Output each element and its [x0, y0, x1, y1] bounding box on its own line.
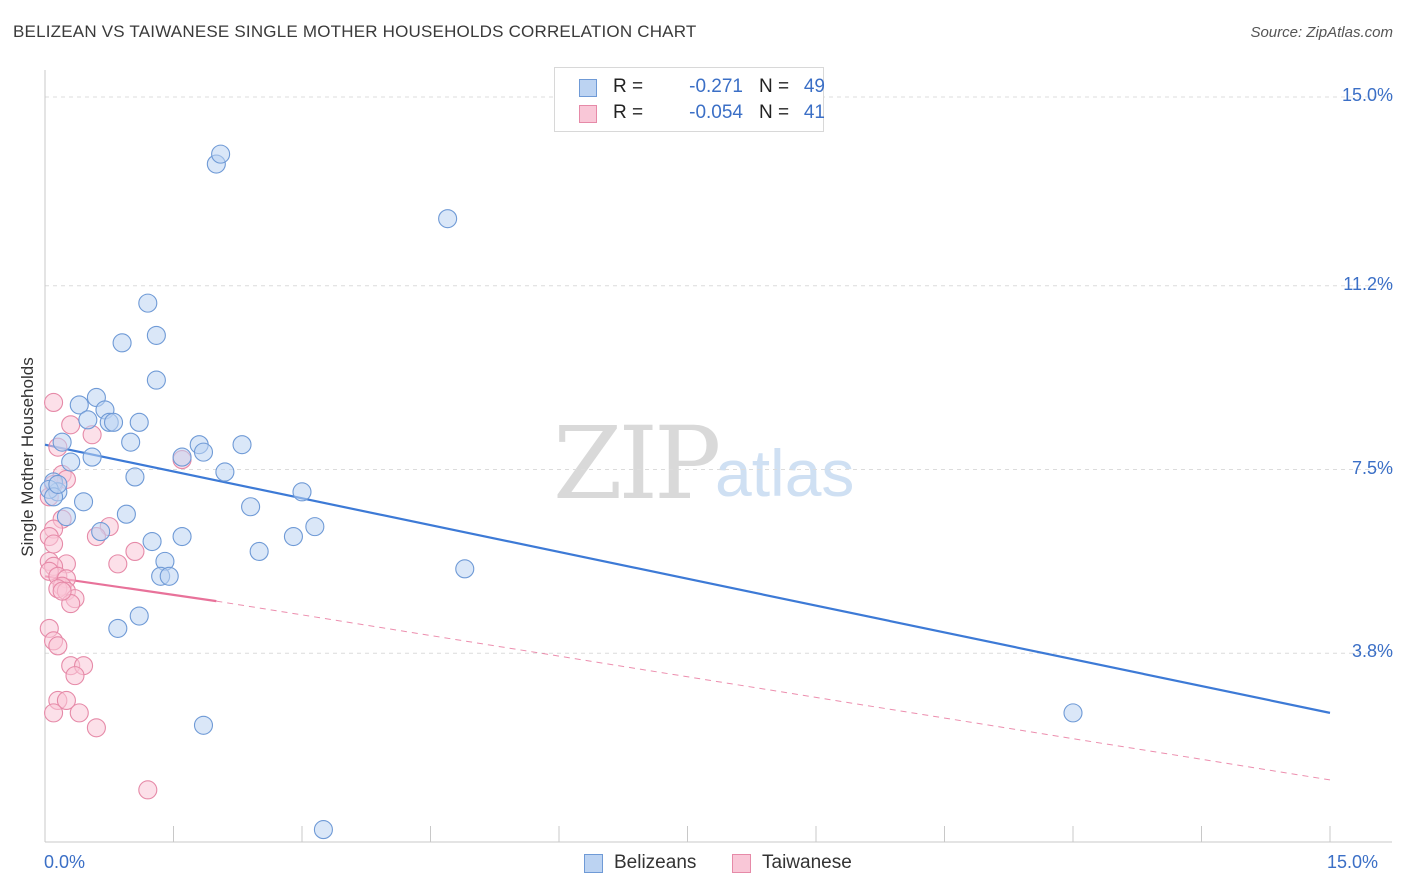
point-belizeans: [116, 504, 136, 524]
point-belizeans: [172, 526, 192, 547]
point-belizeans: [129, 412, 149, 432]
legend-swatch-taiwanese: [732, 854, 751, 873]
point-belizeans: [48, 474, 68, 494]
point-belizeans: [249, 541, 269, 562]
point-belizeans: [292, 482, 312, 502]
point-taiwanese: [61, 415, 81, 435]
legend-label-belizeans: Belizeans: [614, 852, 697, 873]
point-taiwanese: [44, 703, 64, 723]
legend-r-label: R =: [613, 76, 644, 97]
point-taiwanese: [44, 534, 64, 554]
legend-r-value: -0.054: [689, 102, 743, 123]
y-tick-label: 11.2%: [1343, 273, 1393, 294]
point-belizeans: [211, 144, 231, 164]
point-taiwanese: [44, 392, 64, 413]
legend-n-value: 41: [803, 102, 825, 123]
gridlines: [45, 96, 1392, 654]
point-belizeans: [193, 442, 214, 462]
point-belizeans: [129, 606, 149, 626]
point-belizeans: [1063, 703, 1083, 723]
point-belizeans: [82, 447, 102, 467]
x-tick-label-min: 0.0%: [44, 852, 86, 872]
point-belizeans: [455, 559, 475, 579]
point-belizeans: [232, 435, 252, 455]
point-taiwanese: [56, 690, 76, 711]
legend-n-value: 49: [803, 76, 825, 97]
point-belizeans: [61, 452, 81, 472]
legend-r-label: R =: [613, 102, 644, 123]
point-taiwanese: [125, 541, 145, 562]
point-belizeans: [142, 531, 162, 552]
point-belizeans: [305, 517, 325, 537]
point-belizeans: [121, 432, 141, 452]
point-belizeans: [313, 820, 333, 840]
point-belizeans: [112, 333, 132, 353]
point-belizeans: [159, 566, 179, 586]
point-taiwanese: [69, 703, 89, 723]
x-tick-label-max: 15.0%: [1327, 852, 1379, 872]
point-belizeans: [138, 293, 158, 313]
point-belizeans: [52, 432, 72, 452]
point-belizeans: [146, 370, 166, 390]
point-belizeans: [172, 447, 192, 467]
chart-title: BELIZEAN VS TAIWANESE SINGLE MOTHER HOUS…: [13, 22, 697, 41]
trend-line-taiwanese-extension: [216, 600, 1331, 781]
point-belizeans: [91, 522, 111, 542]
point-belizeans: [193, 715, 214, 735]
point-taiwanese: [65, 666, 85, 686]
point-taiwanese: [138, 780, 158, 800]
point-belizeans: [283, 526, 303, 547]
y-tick-label: 7.5%: [1351, 457, 1393, 478]
point-taiwanese: [48, 636, 68, 656]
point-belizeans: [241, 497, 261, 517]
legend-swatch-taiwanese: [579, 105, 597, 123]
legend: R = -0.271 N = 49 R = -0.054 N = 41: [554, 67, 825, 132]
point-taiwanese: [86, 718, 106, 738]
axes: [44, 70, 1392, 843]
y-tick-label: 15.0%: [1341, 85, 1393, 105]
trend-lines: [44, 443, 1331, 781]
point-belizeans: [146, 325, 166, 345]
watermark-atlas: atlas: [715, 436, 855, 510]
y-axis-label: Single Mother Households: [18, 357, 37, 557]
point-belizeans: [125, 467, 145, 487]
legend-label-taiwanese: Taiwanese: [762, 852, 852, 873]
point-belizeans: [74, 492, 94, 512]
y-tick-label: 3.8%: [1351, 641, 1393, 662]
legend-n-label: N =: [759, 76, 790, 97]
watermark-zip: ZIP: [553, 405, 721, 522]
point-belizeans: [103, 412, 124, 432]
trend-line-belizeans: [44, 443, 1331, 714]
point-taiwanese: [108, 554, 128, 574]
point-belizeans: [78, 410, 98, 430]
legend-swatch-belizeans: [579, 79, 597, 97]
point-belizeans: [108, 618, 128, 638]
point-belizeans: [215, 462, 235, 482]
legend-r-value: -0.271: [689, 76, 743, 97]
point-belizeans: [56, 507, 76, 527]
legend-swatch-belizeans: [584, 854, 603, 873]
data-points: [39, 144, 1083, 840]
source-label: Source: ZipAtlas.com: [1250, 24, 1393, 41]
point-taiwanese: [52, 581, 72, 601]
point-belizeans: [438, 209, 458, 229]
legend-n-label: N =: [759, 102, 790, 123]
point-belizeans: [69, 395, 89, 415]
